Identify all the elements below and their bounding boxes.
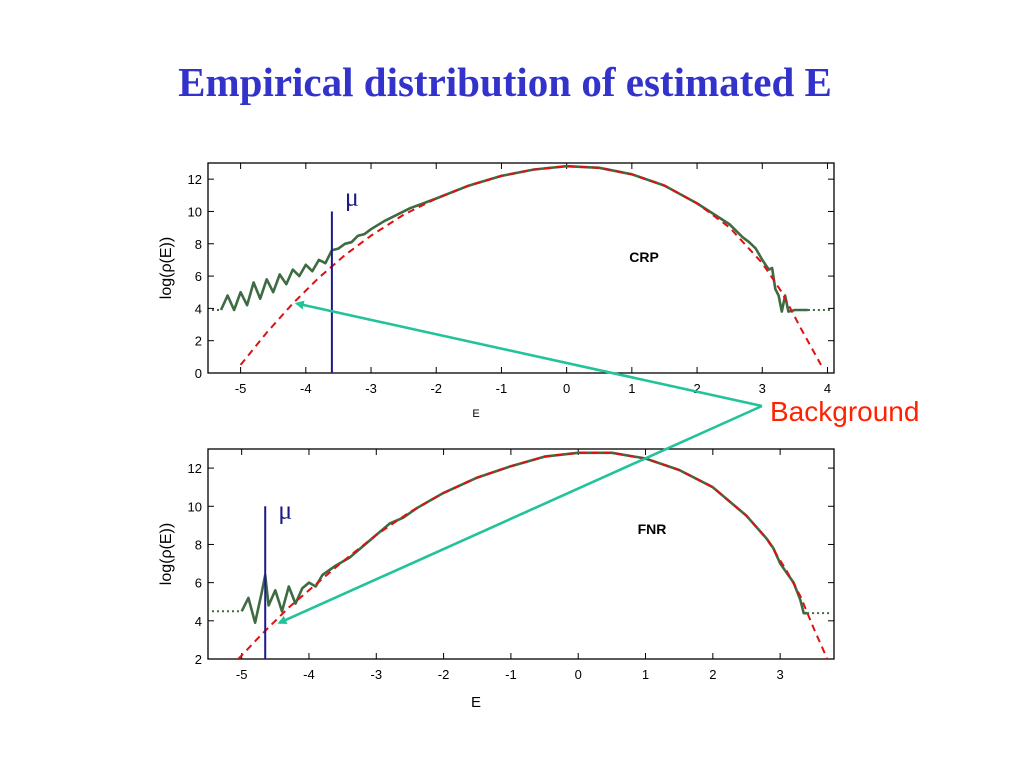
x-tick-label: -4 (300, 381, 312, 396)
panel-label: FNR (638, 521, 667, 537)
x-tick-label: -1 (496, 381, 508, 396)
y-tick-label: 12 (188, 461, 202, 476)
slide-title: Empirical distribution of estimated E (178, 59, 832, 105)
arrow-to-crp-tail (294, 300, 763, 408)
x-tick-label: -5 (235, 381, 247, 396)
background-label: Background (770, 396, 919, 427)
arrow-to-fnr-tail (277, 404, 763, 625)
y-tick-label: 6 (195, 576, 202, 591)
x-tick-label: 1 (642, 667, 649, 682)
y-tick-label: 4 (195, 301, 202, 316)
x-tick-label: 1 (628, 381, 635, 396)
x-tick-label: -2 (438, 667, 450, 682)
x-tick-label: 2 (693, 381, 700, 396)
x-tick-label: 4 (824, 381, 831, 396)
x-tick-label: -3 (365, 381, 377, 396)
plot-frame (207, 448, 835, 660)
y-tick-label: 10 (188, 204, 202, 219)
x-tick-label: -2 (430, 381, 442, 396)
y-tick-label: 0 (195, 366, 202, 381)
y-tick-label: 8 (195, 537, 202, 552)
mu-label: μ (345, 182, 359, 211)
x-tick-label: 3 (777, 667, 784, 682)
fit-curve (237, 451, 829, 659)
x-tick-label: 3 (759, 381, 766, 396)
x-tick-label: -5 (236, 667, 248, 682)
x-axis-label: E (472, 408, 479, 420)
y-tick-label: 12 (188, 172, 202, 187)
empirical-line (219, 164, 808, 313)
x-axis-label: E (471, 694, 481, 711)
panel-label: CRP (629, 249, 659, 265)
plot-area (212, 164, 830, 366)
y-axis-label: log(ρ(E)) (158, 523, 175, 585)
x-tick-label: -1 (505, 667, 517, 682)
x-tick-label: -4 (303, 667, 315, 682)
y-tick-label: 2 (195, 334, 202, 349)
x-tick-label: 0 (563, 381, 570, 396)
mu-label: μ (278, 495, 292, 524)
plot-frame (207, 162, 835, 374)
y-tick-label: 4 (195, 614, 202, 629)
y-tick-label: 6 (195, 269, 202, 284)
x-tick-label: 0 (575, 667, 582, 682)
y-axis-label: log(ρ(E)) (158, 237, 175, 299)
x-tick-label: -3 (370, 667, 382, 682)
plot-area (212, 451, 830, 659)
y-tick-label: 2 (195, 652, 202, 667)
y-tick-label: 8 (195, 237, 202, 252)
background-arrows (277, 300, 763, 625)
fit-curve (239, 165, 822, 366)
x-tick-label: 2 (709, 667, 716, 682)
y-tick-label: 10 (188, 499, 202, 514)
